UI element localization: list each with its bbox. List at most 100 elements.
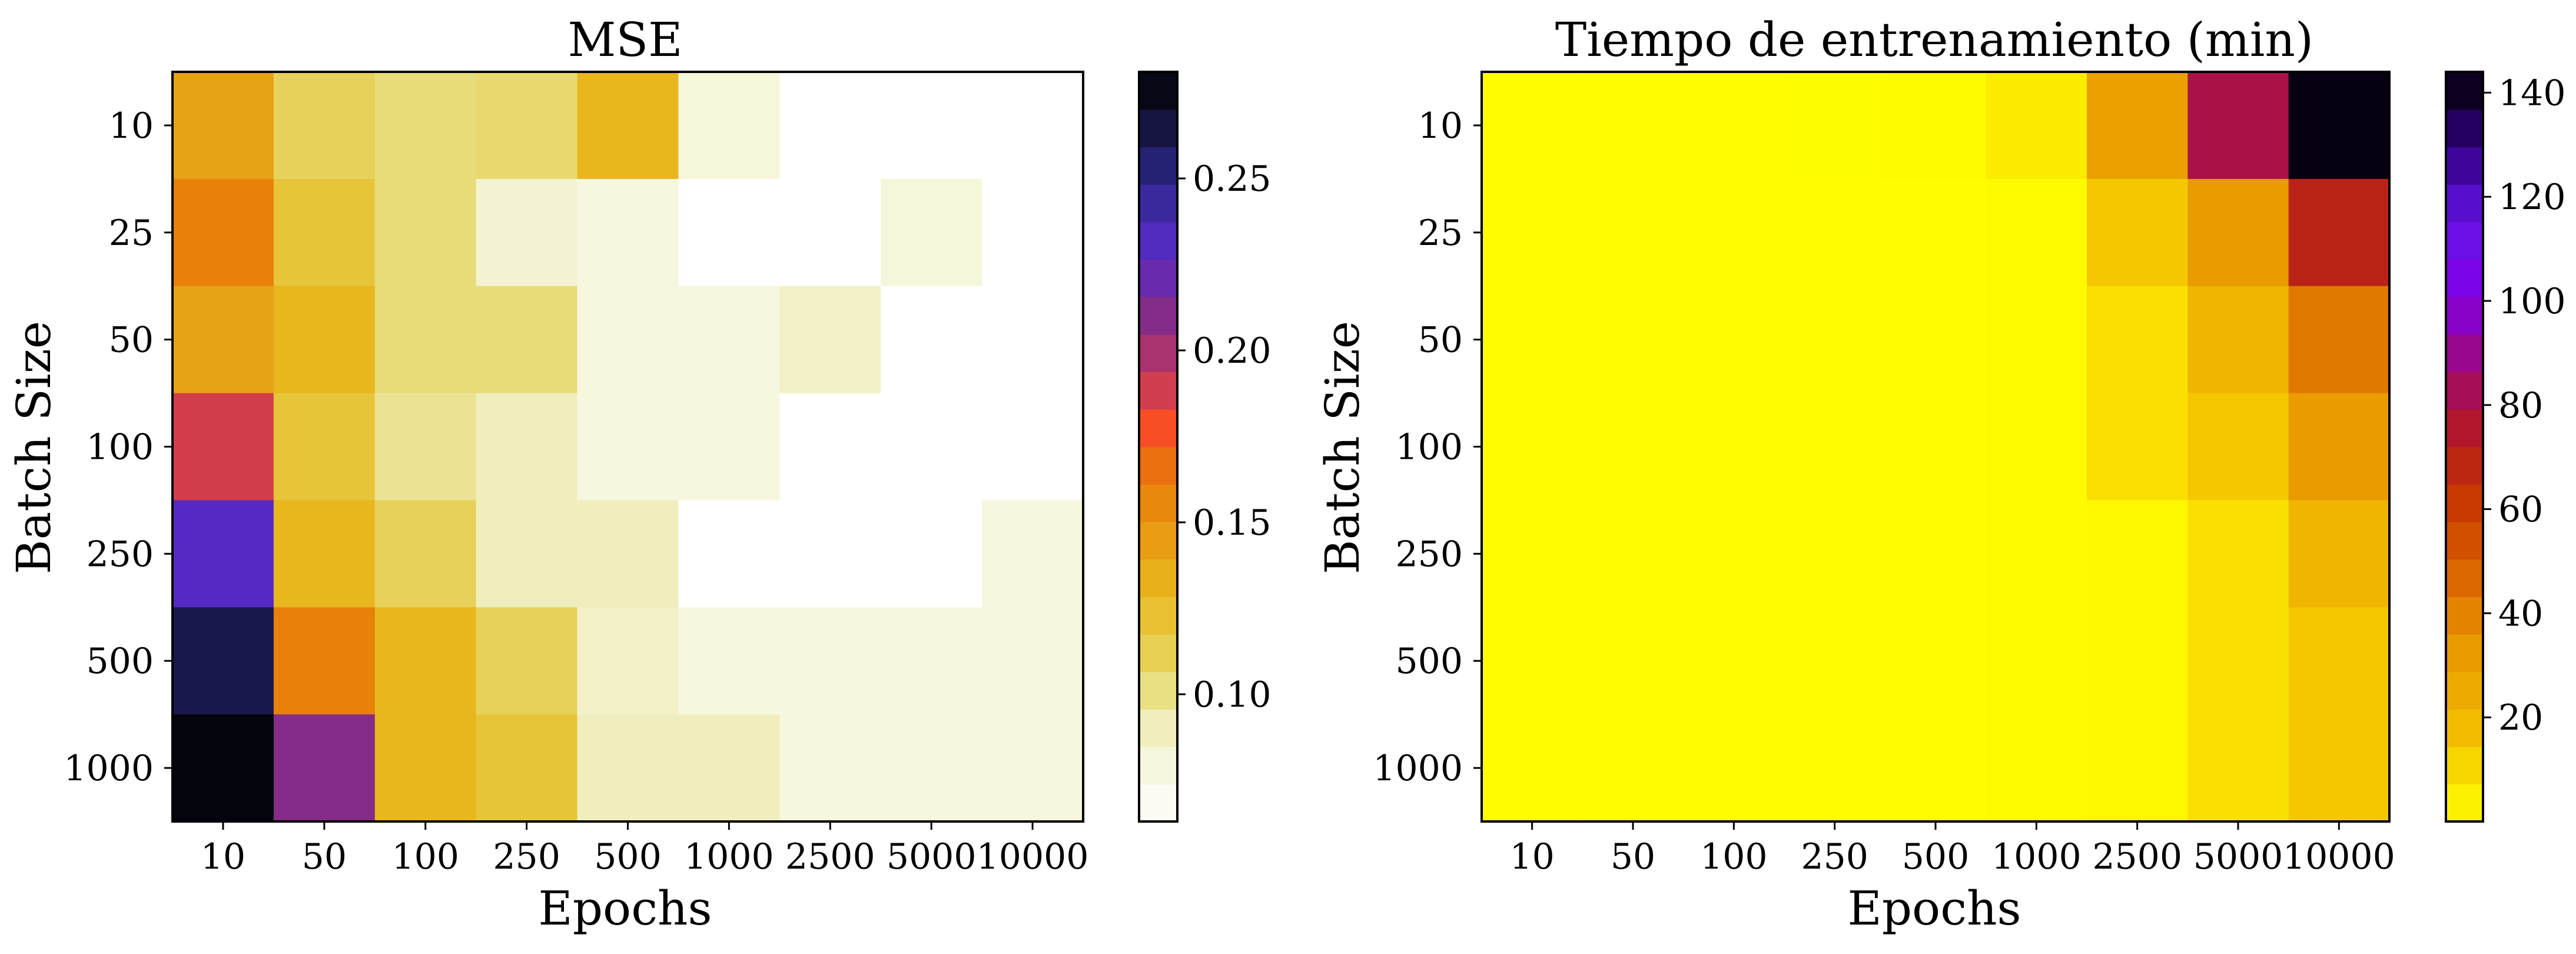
heatmap-cell xyxy=(678,393,781,501)
x-tick-label: 10000 xyxy=(2283,836,2395,877)
heatmap-cell xyxy=(374,500,477,608)
heatmap-cell xyxy=(1482,500,1584,608)
heatmap-cell xyxy=(982,286,1084,394)
colorbar-tick-label: 60 xyxy=(2498,489,2543,531)
x-ticks: 10 50 100 250 500 1000 2500 5000 10000 xyxy=(201,822,1089,877)
colorbar-segment xyxy=(1139,109,1177,148)
colorbar-segment xyxy=(1139,597,1177,635)
colorbar-segment xyxy=(2446,334,2483,372)
heatmap-cell xyxy=(1482,607,1584,715)
heatmap-cell xyxy=(2087,714,2189,822)
heatmap-cell xyxy=(577,72,679,180)
heatmap-cell xyxy=(273,393,376,501)
heatmap-cell xyxy=(2288,607,2390,715)
heatmap-cell xyxy=(2187,393,2289,501)
heatmap-cells xyxy=(1482,72,2390,822)
x-ticks: 10 50 100 250 500 1000 2500 5000 10000 xyxy=(1509,822,2395,877)
heatmap-cell xyxy=(1986,607,2087,715)
colorbar-segment xyxy=(1139,221,1177,260)
x-tick-label: 50 xyxy=(302,836,347,877)
colorbar-segment xyxy=(1139,746,1177,785)
heatmap-cell xyxy=(2087,178,2189,287)
heatmap-cell xyxy=(1986,72,2087,180)
colorbar-segment xyxy=(2446,559,2483,597)
y-tick-label: 500 xyxy=(1395,641,1463,682)
x-tick-label: 2500 xyxy=(785,836,875,877)
x-tick-label: 10 xyxy=(1509,836,1554,877)
heatmap-cell xyxy=(2187,178,2289,287)
colorbar-segment xyxy=(1139,372,1177,410)
x-tick-label: 250 xyxy=(493,836,560,877)
colorbar-tick-label: 100 xyxy=(2498,281,2566,322)
heatmap-cell xyxy=(1784,286,1886,394)
colorbar: 140 120 100 80 60 40 20 xyxy=(2445,71,2566,823)
heatmap-cell xyxy=(982,714,1084,822)
heatmap-cell xyxy=(982,393,1084,501)
y-tick-label: 50 xyxy=(109,320,154,361)
y-tick-label: 25 xyxy=(1418,213,1463,254)
colorbar-tick-label: 0.10 xyxy=(1193,674,1272,716)
heatmap-cell xyxy=(476,72,578,180)
colorbar: 0.25 0.20 0.15 0.10 xyxy=(1138,71,1272,823)
colorbar-segment xyxy=(1139,296,1177,335)
heatmap-cell xyxy=(577,714,679,822)
x-tick-label: 5000 xyxy=(2193,836,2283,877)
heatmap-cell xyxy=(1784,72,1886,180)
heatmap-cell xyxy=(2087,607,2189,715)
heatmap-cell xyxy=(172,500,274,608)
x-tick-label: 50 xyxy=(1611,836,1655,877)
heatmap-cell xyxy=(476,393,578,501)
colorbar-segment xyxy=(1139,634,1177,673)
colorbar-segment xyxy=(2446,671,2483,710)
heatmap-cell xyxy=(2187,607,2289,715)
x-tick-label: 1000 xyxy=(1991,836,2082,877)
y-axis-label: Batch Size xyxy=(6,321,61,574)
heatmap-cell xyxy=(2087,286,2189,394)
heatmap-cell xyxy=(2187,714,2289,822)
colorbar-segment xyxy=(1139,784,1177,822)
colorbar-segment xyxy=(2446,72,2483,110)
heatmap-cell xyxy=(2288,393,2390,501)
heatmap-cell xyxy=(374,286,477,394)
heatmap-cell xyxy=(1482,714,1584,822)
colorbar-segment xyxy=(2446,109,2483,148)
heatmap-cell xyxy=(881,714,982,822)
heatmap-cell xyxy=(1784,607,1886,715)
heatmap-cell xyxy=(2288,178,2390,287)
colorbar-tick-label: 20 xyxy=(2498,697,2543,738)
heatmap-cell xyxy=(1683,178,1785,287)
heatmap-cell xyxy=(577,178,679,287)
heatmap-cell xyxy=(374,607,477,715)
heatmap-cell xyxy=(1482,178,1584,287)
heatmap-cell xyxy=(1885,286,1987,394)
heatmap-cell xyxy=(273,72,376,180)
colorbar-segment xyxy=(1139,521,1177,560)
heatmap-cell xyxy=(1683,393,1785,501)
colorbar-tick-label: 40 xyxy=(2498,593,2543,634)
heatmap-cell xyxy=(1683,72,1785,180)
heatmap-cell xyxy=(982,607,1084,715)
heatmap-cell xyxy=(881,286,982,394)
heatmap-cell xyxy=(1986,393,2087,501)
heatmap-cell xyxy=(982,500,1084,608)
chart-title: MSE xyxy=(567,12,682,67)
heatmap-cell xyxy=(1482,286,1584,394)
heatmap-cell xyxy=(1582,286,1684,394)
colorbar-segment xyxy=(1139,709,1177,747)
y-tick-label: 500 xyxy=(86,641,154,682)
colorbar-segment xyxy=(2446,634,2483,673)
colorbar-segment xyxy=(1139,259,1177,297)
heatmap-cell xyxy=(1582,714,1684,822)
colorbar-segment xyxy=(2446,521,2483,560)
x-tick-label: 10000 xyxy=(977,836,1089,877)
heatmap-cell xyxy=(374,72,477,180)
heatmap-cell xyxy=(1986,500,2087,608)
heatmap-cell xyxy=(577,607,679,715)
heatmap-cell xyxy=(476,286,578,394)
colorbar-segment xyxy=(2446,184,2483,223)
colorbar-segment xyxy=(1139,484,1177,522)
training-time-heatmap-panel: Tiempo de entrenamiento (min) Epochs Bat… xyxy=(1315,12,2566,936)
colorbar-segment xyxy=(1139,559,1177,597)
heatmap-cell xyxy=(2288,714,2390,822)
colorbar-segment xyxy=(1139,446,1177,485)
